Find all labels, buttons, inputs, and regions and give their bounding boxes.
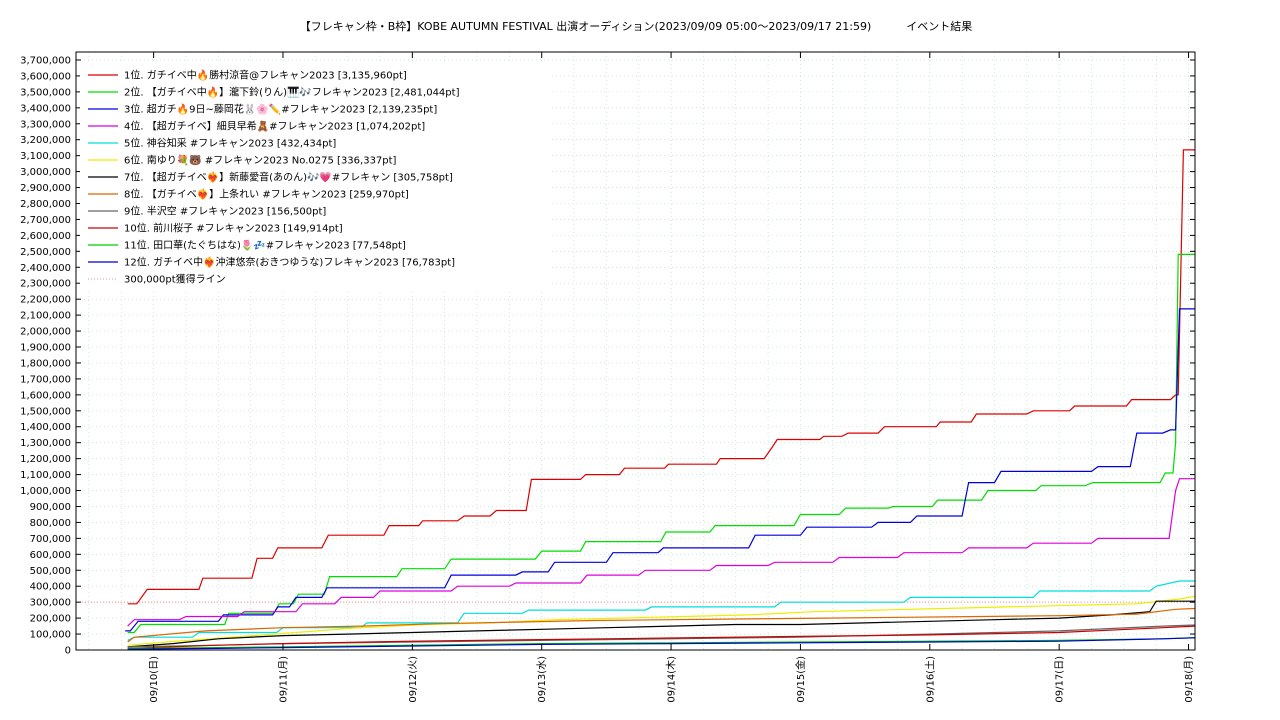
legend-label-10: 10位. 前川桜子 #フレキャン2023 [149,914pt]: [124, 222, 343, 235]
y-tick-label: 2,900,000: [20, 183, 71, 194]
y-tick-label: 3,700,000: [20, 55, 71, 66]
legend-label-1: 1位. ガチイベ中🔥勝村涼音@フレキャン2023 [3,135,960pt]: [124, 69, 407, 82]
x-tick-label: 09/13(水): [536, 656, 548, 703]
y-tick-label: 2,500,000: [20, 247, 71, 258]
x-tick-label: 09/18(月): [1183, 656, 1195, 703]
x-axis: 09/10(日) 09/11(月) 09/12(火) 09/13(水) 09/14(木)…: [149, 52, 1195, 703]
y-tick-label: 3,500,000: [20, 87, 71, 98]
y-tick-label: 1,500,000: [20, 406, 71, 417]
series-line-7: [127, 600, 1195, 648]
y-tick-label: 3,000,000: [20, 167, 71, 178]
x-tick-label: 09/14(木): [666, 656, 678, 703]
x-tick-label: 09/11(月): [277, 656, 289, 703]
y-tick-label: 2,100,000: [20, 311, 71, 322]
y-tick-label: 600,000: [30, 550, 71, 561]
series-line-8: [127, 607, 1196, 643]
x-tick-label: 09/15(金): [794, 656, 807, 703]
y-tick-label: 3,100,000: [20, 151, 71, 162]
y-tick-label: 800,000: [30, 518, 71, 529]
legend-label-5: 5位. 神谷知采 #フレキャン2023 [432,434pt]: [124, 137, 336, 150]
series-layer: [125, 149, 1196, 650]
legend-background: [80, 62, 550, 290]
y-tick-label: 1,000,000: [20, 486, 71, 497]
y-tick-label: 1,800,000: [20, 358, 71, 369]
legend-label-8: 8位. 【ガチイベ❤️‍🔥】上条れい #フレキャン2023 [259,970pt…: [124, 188, 409, 201]
y-tick-label: 1,400,000: [20, 422, 71, 433]
y-tick-label: 2,200,000: [20, 295, 71, 306]
series-line-4: [127, 478, 1195, 627]
y-tick-label: 2,300,000: [20, 279, 71, 290]
legend-label-12: 12位. ガチイベ中❤️‍🔥沖津悠奈(おきつゆうな)フレキャン2023 [76,…: [124, 256, 455, 269]
y-tick-label: 1,300,000: [20, 438, 71, 449]
y-tick-label: 2,700,000: [20, 215, 71, 226]
plot-frame: [75, 51, 1196, 651]
x-tick-label: 09/17(日): [1055, 656, 1066, 703]
y-tick-label: 2,400,000: [20, 263, 71, 274]
y-tick-label: 700,000: [30, 534, 71, 545]
y-tick-label: 3,400,000: [20, 103, 71, 114]
x-tick-label: 09/10(日): [149, 656, 160, 703]
y-tick-label: 1,100,000: [20, 470, 71, 481]
series-line-3: [125, 308, 1195, 632]
y-tick-label: 200,000: [30, 614, 71, 625]
legend-label-2: 2位. 【ガチイベ中🔥】瀧下鈴(りん)🎹🎶フレキャン2023 [2,481,04…: [124, 86, 460, 99]
grid: [76, 52, 1195, 651]
legend: 1位. ガチイベ中🔥勝村涼音@フレキャン2023 [3,135,960pt] 2位…: [80, 62, 550, 290]
x-tick-label: 09/12(火): [407, 656, 419, 703]
y-tick-label: 1,900,000: [20, 343, 71, 354]
series-line-2: [127, 253, 1195, 634]
y-tick-label: 400,000: [30, 582, 71, 593]
y-tick-label: 1,200,000: [20, 454, 71, 465]
series-line-12: [127, 637, 1196, 650]
legend-label-9: 9位. 半沢空 #フレキャン2023 [156,500pt]: [124, 205, 326, 218]
y-tick-label: 3,300,000: [20, 119, 71, 130]
chart-title: 【フレキャン枠・B枠】KOBE AUTUMN FESTIVAL 出演オーディショ…: [299, 20, 973, 33]
y-tick-label: 2,600,000: [20, 231, 71, 242]
y-tick-label: 1,700,000: [20, 374, 71, 385]
series-line-6: [127, 595, 1196, 646]
y-tick-label: 3,600,000: [20, 71, 71, 82]
legend-label-3: 3位. 超ガチ🔥9日~藤岡花🐰🌸✏️#フレキャン2023 [2,139,235p…: [124, 103, 437, 116]
x-tick-label: 09/16(土): [923, 656, 936, 703]
y-tick-label: 500,000: [30, 566, 71, 577]
legend-label-11: 11位. 田口華(たぐちはな)🌷💤#フレキャン2023 [77,548pt]: [124, 239, 406, 252]
y-tick-label: 3,200,000: [20, 135, 71, 146]
y-tick-label: 2,800,000: [20, 199, 71, 210]
series-line-1: [127, 149, 1195, 605]
legend-label-reference: 300,000pt獲得ライン: [124, 273, 226, 286]
y-tick-label: 900,000: [30, 502, 71, 513]
y-tick-label: 2,000,000: [20, 327, 71, 338]
y-tick-label: 0: [65, 646, 71, 657]
legend-label-4: 4位. 【超ガチイベ】細貝早希🧸#フレキャン2023 [1,074,202pt]: [124, 120, 425, 133]
y-tick-label: 300,000: [30, 598, 71, 609]
y-axis: 0 100,000 200,000 300,000 400,000 500,000 600,…: [20, 55, 1195, 657]
legend-label-6: 6位. 南ゆり💐🐻 #フレキャン2023 No.0275 [336,337pt]: [124, 154, 397, 167]
series-line-10: [127, 625, 1196, 649]
y-tick-label: 1,600,000: [20, 390, 71, 401]
legend-label-7: 7位. 【超ガチイベ❤️‍🔥】新藤愛音(あのん)🎶💗#フレキャン [305,75…: [124, 171, 453, 184]
y-tick-label: 100,000: [30, 630, 71, 641]
series-line-5: [127, 580, 1195, 641]
